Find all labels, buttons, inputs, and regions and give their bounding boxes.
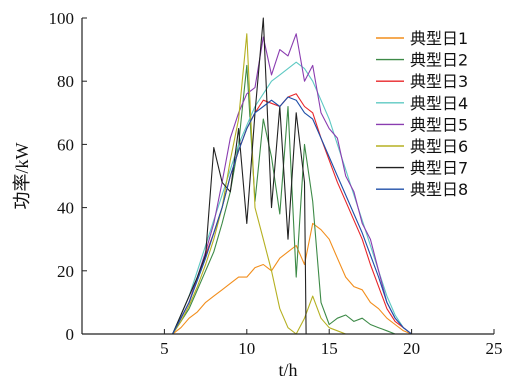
y-tick-label: 20 (57, 262, 74, 281)
legend-label-2: 典型日2 (410, 51, 468, 70)
series-line-1 (82, 222, 478, 335)
y-tick-label: 40 (57, 199, 74, 218)
x-tick-label: 25 (486, 339, 503, 358)
series-layer (82, 17, 478, 335)
x-tick-label: 5 (160, 339, 169, 358)
x-tick-label: 10 (238, 339, 255, 358)
legend-label-1: 典型日1 (410, 29, 468, 48)
y-tick-label: 100 (49, 9, 75, 28)
legend-label-8: 典型日8 (410, 180, 468, 199)
x-tick-label: 15 (321, 339, 338, 358)
x-axis-label: t/h (278, 360, 297, 380)
legend-label-6: 典型日6 (410, 137, 468, 156)
legend-label-3: 典型日3 (410, 72, 468, 91)
y-tick-label: 0 (66, 325, 75, 344)
series-line-8 (82, 96, 478, 335)
series-line-3 (82, 93, 478, 335)
legend: 典型日1 典型日2 典型日3 典型日4 典型日5 典型日6 典型日7 典型日8 (376, 29, 468, 199)
axes: 5 10 15 20 25 0 20 40 60 80 100 t/h 功率/kW (12, 9, 503, 380)
legend-label-7: 典型日7 (410, 159, 468, 178)
legend-label-5: 典型日5 (410, 115, 468, 134)
x-tick-label: 20 (403, 339, 420, 358)
legend-label-4: 典型日4 (410, 94, 468, 113)
y-tick-label: 80 (57, 72, 74, 91)
y-tick-label: 60 (57, 135, 74, 154)
series-line-2 (82, 64, 478, 335)
y-axis-label: 功率/kW (12, 142, 32, 209)
series-line-5 (82, 33, 478, 335)
